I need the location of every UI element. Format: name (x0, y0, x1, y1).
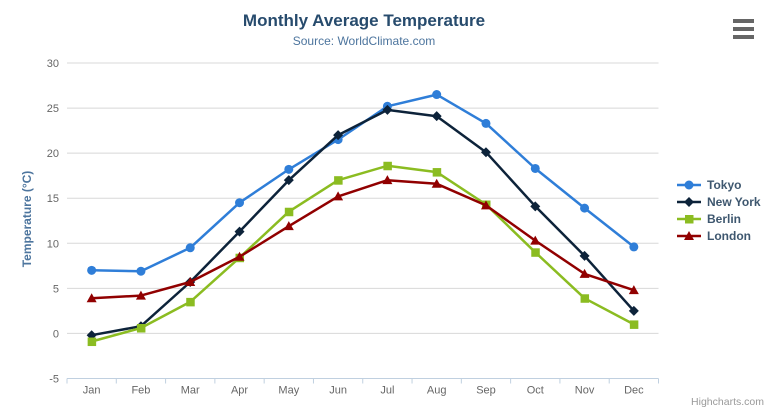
legend-label: Tokyo (707, 177, 742, 192)
export-menu-button[interactable] (733, 19, 754, 39)
series-new-york (86, 104, 639, 341)
legend-item-new-york[interactable]: New York (676, 193, 761, 210)
x-axis-label: Jun (329, 385, 347, 397)
legend: Tokyo New York Berlin London (676, 176, 761, 244)
series-berlin (87, 161, 639, 347)
y-axis-label: 10 (47, 238, 59, 250)
point-berlin-may[interactable] (284, 207, 294, 217)
point-tokyo-apr[interactable] (235, 198, 245, 208)
series-line-new-york (91, 108, 635, 337)
point-tokyo-may[interactable] (284, 164, 294, 174)
burger-bar (733, 27, 754, 31)
point-berlin-feb[interactable] (136, 324, 146, 333)
legend-marker-circle-icon (677, 180, 701, 189)
point-london-jan[interactable] (86, 293, 97, 303)
point-london-dec[interactable] (628, 285, 639, 295)
point-tokyo-oct[interactable] (530, 163, 540, 173)
x-axis-label: Feb (131, 385, 150, 397)
point-berlin-mar[interactable] (186, 297, 195, 307)
legend-marker-diamond-icon (677, 196, 701, 207)
x-axis-label: Mar (181, 385, 200, 397)
x-axis-labels: Jan Feb Mar Apr May Jun Jul Aug Sep Oct Nov Dec (83, 385, 644, 397)
point-london-aug[interactable] (431, 178, 442, 188)
y-axis-label: 15 (47, 193, 59, 205)
y-axis-labels: -5 0 5 10 15 20 25 30 (47, 58, 59, 386)
y-axis-label: 20 (47, 148, 59, 160)
legend-marker-triangle-icon (677, 230, 701, 240)
point-new-york-oct[interactable] (530, 201, 541, 212)
point-berlin-dec[interactable] (629, 320, 639, 329)
x-axis-label: Dec (624, 385, 644, 397)
point-new-york-jul[interactable] (382, 104, 393, 115)
point-london-may[interactable] (283, 221, 294, 231)
legend-marker-shape (684, 180, 694, 189)
legend-marker-square-icon (677, 214, 701, 223)
point-london-apr[interactable] (234, 251, 245, 261)
point-london-oct[interactable] (530, 235, 541, 245)
x-axis (66, 378, 659, 384)
point-new-york-sep[interactable] (480, 147, 491, 158)
legend-label: Berlin (707, 211, 742, 226)
series-line-tokyo (91, 93, 635, 273)
point-tokyo-feb[interactable] (136, 266, 146, 276)
burger-bar (733, 19, 754, 23)
point-tokyo-aug[interactable] (432, 90, 442, 100)
legend-marker-shape (684, 230, 694, 240)
point-new-york-apr[interactable] (234, 226, 245, 237)
x-axis-label: May (278, 385, 299, 397)
y-axis-label: 30 (47, 58, 59, 70)
point-new-york-aug[interactable] (431, 111, 442, 122)
point-london-jun[interactable] (333, 191, 344, 201)
point-tokyo-mar[interactable] (185, 243, 195, 253)
point-berlin-aug[interactable] (432, 168, 442, 177)
y-axis-label: 5 (53, 283, 59, 295)
point-new-york-dec[interactable] (628, 305, 639, 316)
point-berlin-nov[interactable] (580, 294, 590, 303)
x-axis-label: Jan (83, 385, 101, 397)
series-tokyo (87, 90, 639, 276)
x-axis-label: Apr (231, 385, 248, 397)
x-axis-label: Sep (476, 385, 496, 397)
point-berlin-jan[interactable] (87, 337, 97, 347)
point-new-york-nov[interactable] (579, 250, 590, 261)
legend-marker-shape (685, 214, 694, 223)
point-london-mar[interactable] (185, 277, 196, 287)
legend-item-tokyo[interactable]: Tokyo (676, 176, 761, 193)
point-tokyo-jan[interactable] (87, 265, 97, 275)
legend-item-berlin[interactable]: Berlin (676, 210, 761, 227)
series-line-london (91, 178, 635, 300)
point-berlin-jun[interactable] (334, 176, 343, 185)
legend-item-london[interactable]: London (676, 227, 761, 244)
chart-title: Monthly Average Temperature (242, 11, 486, 30)
x-axis-label: Nov (575, 385, 595, 397)
x-axis-label: Jul (380, 385, 394, 397)
point-london-feb[interactable] (135, 290, 146, 300)
point-tokyo-dec[interactable] (629, 242, 639, 252)
point-london-nov[interactable] (579, 268, 590, 278)
point-new-york-jun[interactable] (333, 130, 344, 141)
x-axis-label: Aug (427, 385, 447, 397)
legend-label: New York (707, 194, 761, 209)
y-axis-label: -5 (49, 374, 59, 386)
series-london (86, 175, 639, 303)
gridlines (67, 62, 659, 334)
point-berlin-jul[interactable] (383, 161, 392, 171)
point-new-york-may[interactable] (283, 175, 294, 186)
point-tokyo-nov[interactable] (580, 203, 590, 213)
point-london-jul[interactable] (382, 175, 393, 185)
highcharts-credit[interactable]: Highcharts.com (691, 396, 764, 408)
burger-bar (733, 35, 754, 39)
legend-marker-shape (684, 196, 694, 207)
chart-subtitle: Source: WorldClimate.com (292, 34, 436, 48)
legend-label: London (707, 228, 751, 243)
point-berlin-oct[interactable] (531, 248, 540, 257)
series-line-berlin (91, 164, 635, 343)
point-tokyo-sep[interactable] (481, 118, 491, 128)
y-axis-label: 0 (53, 328, 59, 340)
point-london-sep[interactable] (480, 200, 491, 210)
y-axis-label: 25 (47, 103, 59, 115)
x-axis-label: Oct (527, 385, 544, 397)
